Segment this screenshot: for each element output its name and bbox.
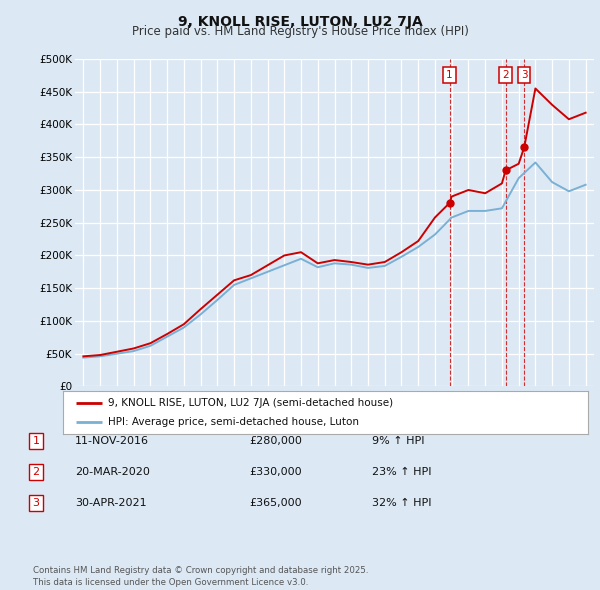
Text: 1: 1	[446, 70, 453, 80]
Text: Price paid vs. HM Land Registry's House Price Index (HPI): Price paid vs. HM Land Registry's House …	[131, 25, 469, 38]
Text: 2: 2	[32, 467, 40, 477]
Text: 9% ↑ HPI: 9% ↑ HPI	[372, 436, 425, 445]
Text: 11-NOV-2016: 11-NOV-2016	[75, 436, 149, 445]
Text: 3: 3	[32, 499, 40, 508]
Text: 20-MAR-2020: 20-MAR-2020	[75, 467, 150, 477]
Text: 23% ↑ HPI: 23% ↑ HPI	[372, 467, 431, 477]
Text: 3: 3	[521, 70, 527, 80]
Text: 9, KNOLL RISE, LUTON, LU2 7JA: 9, KNOLL RISE, LUTON, LU2 7JA	[178, 15, 422, 29]
Text: 32% ↑ HPI: 32% ↑ HPI	[372, 499, 431, 508]
Text: 9, KNOLL RISE, LUTON, LU2 7JA (semi-detached house): 9, KNOLL RISE, LUTON, LU2 7JA (semi-deta…	[107, 398, 393, 408]
Text: 30-APR-2021: 30-APR-2021	[75, 499, 146, 508]
Text: 1: 1	[32, 436, 40, 445]
Text: Contains HM Land Registry data © Crown copyright and database right 2025.
This d: Contains HM Land Registry data © Crown c…	[33, 566, 368, 587]
Text: £330,000: £330,000	[249, 467, 302, 477]
Text: £365,000: £365,000	[249, 499, 302, 508]
Text: HPI: Average price, semi-detached house, Luton: HPI: Average price, semi-detached house,…	[107, 417, 359, 427]
Text: £280,000: £280,000	[249, 436, 302, 445]
Text: 2: 2	[502, 70, 509, 80]
